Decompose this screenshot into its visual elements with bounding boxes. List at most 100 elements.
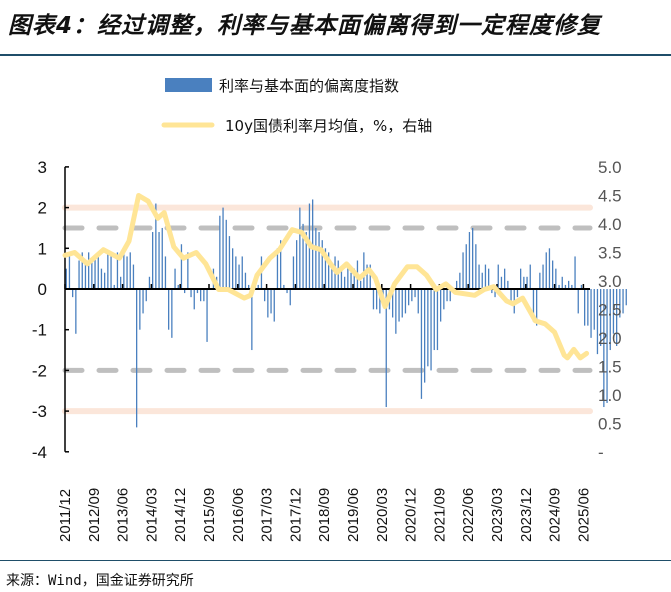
deviation-bar: [491, 289, 493, 294]
x-axis-label: 2018/09: [316, 488, 333, 542]
deviation-bar: [478, 264, 480, 289]
x-axis-label: 2019/06: [345, 488, 362, 542]
deviation-bar: [289, 289, 291, 306]
deviation-bar: [171, 289, 173, 338]
deviation-bar: [113, 284, 115, 289]
deviation-bar: [475, 244, 477, 289]
deviation-bar: [363, 252, 365, 289]
x-axis-label: 2025/06: [575, 488, 592, 542]
deviation-bar: [411, 289, 413, 302]
deviation-bar: [78, 260, 80, 289]
deviation-bar: [177, 284, 179, 289]
deviation-bar: [433, 289, 435, 351]
deviation-bar: [536, 289, 538, 326]
deviation-bar: [427, 289, 429, 367]
deviation-bar: [366, 264, 368, 289]
deviation-bar: [299, 207, 301, 289]
deviation-bar: [340, 268, 343, 289]
deviation-bar: [449, 289, 451, 302]
deviation-bar: [158, 232, 160, 289]
deviation-bar: [561, 276, 563, 289]
deviation-bar: [148, 276, 151, 289]
right-axis-label: 4.0: [598, 215, 622, 234]
deviation-bar: [472, 227, 474, 289]
deviation-bar: [376, 289, 378, 310]
right-axis-label: 3.5: [598, 244, 622, 263]
x-axis-label: 2017/12: [287, 488, 304, 542]
deviation-bar: [174, 268, 176, 289]
deviation-bar: [430, 289, 432, 371]
x-axis-label: 2012/09: [86, 488, 103, 542]
right-axis-label: 1.0: [598, 386, 622, 405]
deviation-bar: [545, 252, 547, 289]
deviation-bar: [161, 227, 163, 289]
deviation-bar: [443, 289, 445, 310]
legend-bar-label: 利率与基本面的偏离度指数: [219, 77, 399, 95]
deviation-bar: [206, 289, 208, 342]
deviation-bar: [424, 289, 426, 383]
deviation-bar: [155, 203, 157, 289]
deviation-bar: [625, 289, 627, 306]
x-axis-label: 2024/09: [547, 488, 564, 542]
deviation-bar: [622, 289, 624, 314]
left-axis-label: 3: [38, 158, 47, 177]
deviation-bar: [84, 264, 87, 289]
x-axis-label: 2015/09: [201, 488, 218, 542]
deviation-bar: [72, 289, 74, 298]
deviation-bar: [372, 289, 375, 310]
deviation-bar: [232, 248, 234, 289]
deviation-bar: [331, 268, 333, 289]
deviation-bar: [603, 289, 605, 408]
deviation-bar: [619, 289, 621, 318]
deviation-bar: [110, 256, 112, 289]
deviation-bar: [286, 289, 288, 294]
legend: 利率与基本面的偏离度指数 10y国债利率月均值，%，右轴: [161, 77, 432, 135]
deviation-bar: [100, 268, 103, 289]
deviation-bar: [302, 223, 304, 289]
left-axis-label: -2: [32, 361, 47, 380]
deviation-bar: [280, 240, 282, 289]
deviation-bar: [238, 264, 240, 289]
deviation-bar: [305, 232, 307, 289]
deviation-bar: [123, 252, 125, 289]
deviation-bar: [481, 272, 483, 289]
x-axis-label: 2016/06: [230, 488, 247, 542]
legend-bar-swatch: [165, 78, 212, 92]
deviation-bar: [180, 244, 183, 289]
deviation-bar: [347, 264, 349, 289]
deviation-bar: [168, 289, 170, 330]
deviation-bar: [465, 244, 467, 289]
deviation-bar: [552, 260, 554, 289]
deviation-bar: [379, 289, 381, 314]
deviation-bar: [126, 256, 128, 289]
left-axis-label: -1: [32, 321, 47, 340]
deviation-bar: [81, 252, 83, 289]
deviation-bar: [468, 232, 471, 289]
deviation-bar: [318, 232, 320, 289]
x-axis-label: 2013/06: [115, 488, 132, 542]
deviation-bar: [510, 289, 512, 302]
deviation-bar: [532, 289, 535, 322]
deviation-bar: [462, 252, 464, 289]
deviation-bar: [548, 248, 551, 289]
deviation-bar: [590, 289, 592, 338]
deviation-bar: [484, 264, 487, 289]
right-axis-label: -: [598, 443, 604, 462]
deviation-bar: [244, 272, 247, 289]
deviation-bar: [353, 268, 355, 289]
deviation-bar: [558, 284, 560, 289]
deviation-bar: [132, 264, 135, 289]
right-axis-label: 4.5: [598, 187, 622, 206]
deviation-bar: [612, 289, 615, 334]
x-axis-label: 2011/12: [57, 489, 74, 542]
deviation-bar: [107, 252, 109, 289]
deviation-bar: [94, 256, 96, 289]
deviation-bar: [235, 256, 237, 289]
deviation-bar: [616, 289, 618, 346]
deviation-bar: [267, 289, 269, 318]
left-axis-label: 0: [38, 280, 47, 299]
deviation-bar: [574, 256, 576, 289]
deviation-bar: [68, 252, 71, 289]
deviation-bar: [296, 240, 298, 289]
deviation-bar: [91, 260, 93, 289]
